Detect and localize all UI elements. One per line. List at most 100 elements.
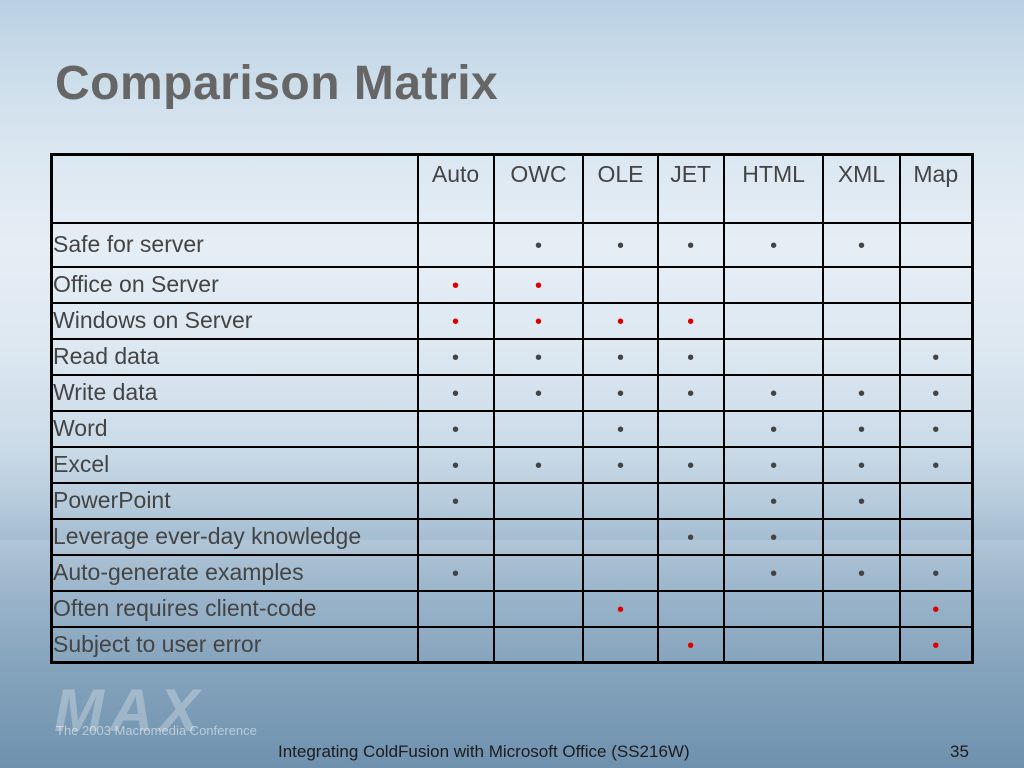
column-header-jet: JET bbox=[656, 153, 725, 224]
bullet-icon: • bbox=[770, 527, 778, 549]
matrix-cell bbox=[492, 589, 585, 628]
matrix-cell bbox=[582, 625, 659, 664]
bullet-icon: • bbox=[687, 383, 695, 405]
table-row: Subject to user error • • bbox=[50, 625, 974, 664]
matrix-cell: • bbox=[722, 445, 825, 484]
bullet-icon: • bbox=[452, 383, 460, 405]
bullet-icon: • bbox=[452, 347, 460, 369]
bullet-icon: • bbox=[770, 491, 778, 513]
bullet-icon: • bbox=[932, 419, 940, 441]
matrix-body: Safe for server • • • • • Office on Server • • Wi… bbox=[50, 221, 974, 664]
bullet-icon: • bbox=[452, 455, 460, 477]
feature-label: Excel bbox=[50, 445, 419, 484]
matrix-cell: • bbox=[822, 445, 901, 484]
matrix-cell: • bbox=[416, 373, 495, 412]
matrix-cell bbox=[822, 301, 901, 340]
column-header-ole: OLE bbox=[582, 153, 659, 224]
bullet-icon: • bbox=[616, 455, 624, 477]
matrix-cell bbox=[656, 409, 725, 448]
bullet-icon: • bbox=[932, 455, 940, 477]
matrix-cell: • bbox=[416, 265, 495, 304]
matrix-cell: • bbox=[582, 589, 659, 628]
table-row: Auto-generate examples • • • • bbox=[50, 553, 974, 592]
bullet-icon: • bbox=[452, 491, 460, 513]
matrix-cell: • bbox=[416, 301, 495, 340]
bullet-icon: • bbox=[770, 419, 778, 441]
matrix-cell: • bbox=[416, 409, 495, 448]
matrix-cell: • bbox=[898, 409, 974, 448]
table-row: Leverage ever-day knowledge • • bbox=[50, 517, 974, 556]
feature-label: Safe for server bbox=[50, 221, 419, 268]
bullet-icon: • bbox=[770, 383, 778, 405]
matrix-cell: • bbox=[898, 373, 974, 412]
table-row: Write data • • • • • • • bbox=[50, 373, 974, 412]
matrix-cell bbox=[492, 625, 585, 664]
matrix-cell bbox=[492, 553, 585, 592]
red-bullet-icon: • bbox=[452, 311, 460, 333]
bullet-icon: • bbox=[857, 455, 865, 477]
slide-footer: Integrating ColdFusion with Microsoft Of… bbox=[278, 742, 690, 761]
feature-label: Windows on Server bbox=[50, 301, 419, 340]
matrix-cell: • bbox=[582, 409, 659, 448]
column-header-map: Map bbox=[898, 153, 974, 224]
matrix-cell: • bbox=[656, 373, 725, 412]
matrix-cell: • bbox=[582, 221, 659, 268]
column-header-auto: Auto bbox=[416, 153, 495, 224]
matrix-cell: • bbox=[822, 481, 901, 520]
conference-watermark-text: The 2003 Macromedia Conference bbox=[56, 723, 257, 738]
max-logo-watermark: MAX bbox=[54, 677, 206, 744]
matrix-cell bbox=[722, 589, 825, 628]
matrix-cell: • bbox=[492, 373, 585, 412]
bullet-icon: • bbox=[535, 383, 543, 405]
bullet-icon: • bbox=[687, 347, 695, 369]
bullet-icon: • bbox=[616, 419, 624, 441]
red-bullet-icon: • bbox=[616, 599, 624, 621]
matrix-cell: • bbox=[822, 373, 901, 412]
matrix-cell: • bbox=[722, 409, 825, 448]
red-bullet-icon: • bbox=[687, 634, 695, 657]
bullet-icon: • bbox=[770, 563, 778, 585]
bullet-icon: • bbox=[857, 383, 865, 405]
matrix-cell: • bbox=[722, 553, 825, 592]
matrix-cell bbox=[656, 481, 725, 520]
matrix-cell: • bbox=[656, 221, 725, 268]
comparison-matrix: Auto OWC OLE JET HTML XML Map Safe for s… bbox=[50, 153, 974, 664]
matrix-cell: • bbox=[898, 337, 974, 376]
table-row: PowerPoint • • • bbox=[50, 481, 974, 520]
feature-label: Subject to user error bbox=[50, 625, 419, 664]
matrix-cell: • bbox=[492, 337, 585, 376]
matrix-cell bbox=[822, 337, 901, 376]
red-bullet-icon: • bbox=[616, 311, 624, 333]
bullet-icon: • bbox=[932, 347, 940, 369]
matrix-cell: • bbox=[656, 625, 725, 664]
matrix-cell: • bbox=[656, 517, 725, 556]
red-bullet-icon: • bbox=[687, 311, 695, 333]
table-row: Office on Server • • bbox=[50, 265, 974, 304]
column-header-owc: OWC bbox=[492, 153, 585, 224]
matrix-corner-cell bbox=[50, 153, 419, 224]
feature-label: Word bbox=[50, 409, 419, 448]
table-row: Often requires client-code • • bbox=[50, 589, 974, 628]
table-row: Safe for server • • • • • bbox=[50, 221, 974, 268]
matrix-cell: • bbox=[492, 301, 585, 340]
bullet-icon: • bbox=[857, 491, 865, 513]
bullet-icon: • bbox=[687, 527, 695, 549]
bullet-icon: • bbox=[616, 235, 624, 257]
bullet-icon: • bbox=[857, 235, 865, 257]
bullet-icon: • bbox=[687, 235, 695, 257]
bullet-icon: • bbox=[535, 235, 543, 257]
matrix-cell: • bbox=[722, 517, 825, 556]
matrix-cell: • bbox=[898, 553, 974, 592]
matrix-cell bbox=[492, 481, 585, 520]
red-bullet-icon: • bbox=[932, 599, 940, 621]
matrix-cell: • bbox=[656, 445, 725, 484]
red-bullet-icon: • bbox=[535, 275, 543, 297]
bullet-icon: • bbox=[687, 455, 695, 477]
matrix-cell: • bbox=[722, 481, 825, 520]
matrix-cell: • bbox=[656, 301, 725, 340]
matrix-cell bbox=[898, 481, 974, 520]
matrix-cell: • bbox=[822, 221, 901, 268]
table-row: Excel • • • • • • • bbox=[50, 445, 974, 484]
matrix-cell: • bbox=[492, 221, 585, 268]
matrix-cell bbox=[416, 589, 495, 628]
